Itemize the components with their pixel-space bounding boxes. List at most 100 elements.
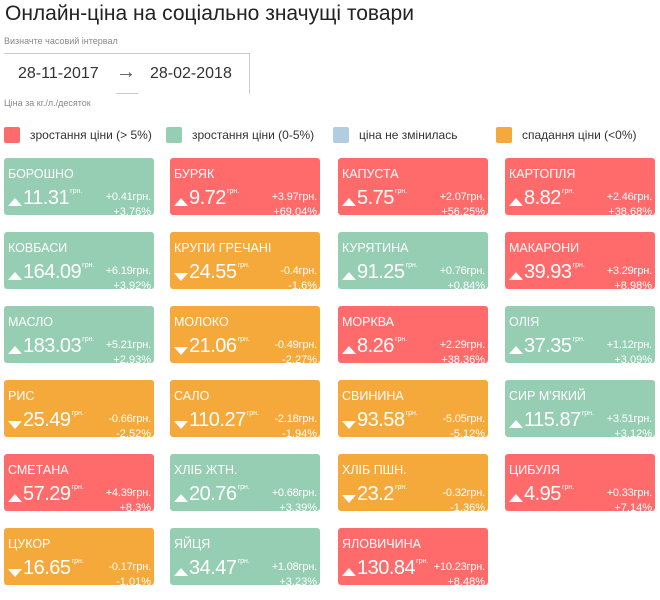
product-card[interactable]: ЯЛОВИЧИНА 130.84грн. +10.23грн. +8.48% [338,528,488,588]
currency-label: грн. [394,188,408,195]
price-change-percent: +3.76% [113,206,151,218]
product-price: 130.84грн. [357,557,428,580]
product-card[interactable]: ЯЙЦЯ 34.47грн. +1.08грн. +3.23% [170,528,320,588]
triangle-down-icon [342,421,356,429]
divider [116,93,138,94]
product-price: 8.82грн. [524,187,574,210]
triangle-up-icon [342,272,356,280]
product-card[interactable]: БОРОШНО 11.31грн. +0.41грн. +3.76% [4,158,154,218]
product-card[interactable]: БУРЯК 9.72грн. +3.97грн. +69.04% [170,158,320,218]
product-name: СМЕТАНА [8,463,69,477]
triangle-up-icon [509,346,523,354]
product-card[interactable]: КАПУСТА 5.75грн. +2.07грн. +56.25% [338,158,488,218]
date-range-picker[interactable]: 28-11-2017 → 28-02-2018 [4,53,250,94]
product-card[interactable]: МОЛОКО 21.06грн. -0.49грн. -2.27% [170,306,320,366]
triangle-up-icon [8,346,22,354]
date-from-input[interactable]: 28-11-2017 [18,65,99,82]
date-to-input[interactable]: 28-02-2018 [150,65,232,82]
product-card[interactable]: МАКАРОНИ 39.93грн. +3.29грн. +8.98% [505,232,655,292]
currency-label: грн. [82,262,95,269]
page-title: Онлайн-ціна на соціально значущі товари [5,2,414,25]
price-change-percent: +3.92% [113,280,151,292]
price-value: 25.49 [23,409,71,431]
triangle-up-icon [8,272,22,280]
product-card[interactable]: КАРТОПЛЯ 8.82грн. +2.46грн. +38.68% [505,158,655,218]
triangle-down-icon [8,421,22,429]
currency-label: грн. [70,188,83,195]
price-change-percent: +8.98% [614,280,652,292]
product-card[interactable]: ХЛІБ ЖТН. 20.76грн. +0.68грн. +3.39% [170,454,320,514]
price-change: +2.07грн. [439,191,485,203]
price-change: -5.05грн. [442,413,485,425]
price-change: +3.29грн. [606,265,652,277]
product-price: 23.2грн. [357,483,407,506]
product-price: 25.49грн. [23,409,84,432]
legend-item-rise-high: зростання ціни (> 5%) [4,127,152,143]
price-change-percent: +0.84% [447,280,485,292]
price-change-percent: +3.23% [279,576,317,588]
product-card[interactable]: КОВБАСИ 164.09грн. +6.19грн. +3.92% [4,232,154,292]
price-change: +3.97грн. [271,191,317,203]
product-name: КРУПИ ГРЕЧАНІ [174,241,272,255]
currency-label: грн. [416,558,429,565]
price-value: 110.27 [189,409,246,431]
price-value: 130.84 [357,557,416,579]
price-value: 93.58 [357,409,405,431]
currency-label: грн. [237,558,250,565]
product-card[interactable]: ЦИБУЛЯ 4.95грн. +0.33грн. +7.14% [505,454,655,514]
product-card[interactable]: ЦУКОР 16.65грн. -0.17грн. -1.01% [4,528,154,588]
product-card[interactable]: РИС 25.49грн. -0.66грн. -2.52% [4,380,154,440]
price-change-percent: -2.52% [116,428,151,440]
product-card[interactable]: САЛО 110.27грн. -2.18грн. -1.94% [170,380,320,440]
product-name: КАРТОПЛЯ [509,167,576,181]
product-price: 8.26грн. [357,335,407,358]
price-change-percent: -1.01% [116,576,151,588]
product-name: САЛО [174,389,210,403]
product-name: ЯЛОВИЧИНА [342,537,421,551]
price-change-percent: +3.12% [614,428,652,440]
triangle-down-icon [342,495,356,503]
price-change-percent: +3.39% [279,502,317,514]
product-card[interactable]: ОЛІЯ 37.35грн. +1.12грн. +3.09% [505,306,655,366]
price-change: -0.66грн. [108,413,151,425]
price-value: 5.75 [357,187,394,209]
interval-label: Визначте часовий інтервал [4,36,118,46]
product-card[interactable]: МАСЛО 183.03грн. +5.21грн. +2.93% [4,306,154,366]
product-card[interactable]: КУРЯТИНА 91.25грн. +0.76грн. +0.84% [338,232,488,292]
product-card[interactable]: СВИНИНА 93.58грн. -5.05грн. -5.12% [338,380,488,440]
price-change: -0.49грн. [274,339,317,351]
price-change: +2.46грн. [606,191,652,203]
product-price: 39.93грн. [524,261,585,284]
unit-note: Ціна за кг./л./десяток [4,98,91,108]
price-change-percent: +8.48% [447,576,485,588]
product-card[interactable]: СМЕТАНА 57.29грн. +4.39грн. +8.3% [4,454,154,514]
product-name: ЦУКОР [8,537,51,551]
price-change-percent: +56.25% [441,206,485,218]
product-name: КУРЯТИНА [342,241,409,255]
price-change-percent: -1.94% [282,428,317,440]
triangle-up-icon [342,198,356,206]
currency-label: грн. [237,262,250,269]
product-name: МОЛОКО [174,315,229,329]
product-card[interactable]: МОРКВА 8.26грн. +2.29грн. +38.36% [338,306,488,366]
product-price: 9.72грн. [189,187,239,210]
price-change-percent: +38.68% [608,206,652,218]
price-value: 4.95 [524,483,561,505]
currency-label: грн. [405,262,418,269]
product-price: 93.58грн. [357,409,418,432]
triangle-up-icon [342,346,356,354]
price-change: +0.41грн. [105,191,151,203]
price-change-percent: -1.36% [450,502,485,514]
price-change-percent: +3.09% [614,354,652,366]
price-value: 8.26 [357,335,394,357]
currency-label: грн. [237,484,250,491]
price-change: +5.21грн. [105,339,151,351]
price-change: +3.51грн. [606,413,652,425]
price-change: +1.12грн. [606,339,652,351]
product-card[interactable]: ХЛІБ ПШН. 23.2грн. -0.32грн. -1.36% [338,454,488,514]
product-card[interactable]: СИР М'ЯКИЙ 115.87грн. +3.51грн. +3.12% [505,380,655,440]
price-value: 21.06 [189,335,237,357]
product-card[interactable]: КРУПИ ГРЕЧАНІ 24.55грн. -0.4грн. -1.6% [170,232,320,292]
product-price: 16.65грн. [23,557,84,580]
price-change-percent: +38.36% [441,354,485,366]
